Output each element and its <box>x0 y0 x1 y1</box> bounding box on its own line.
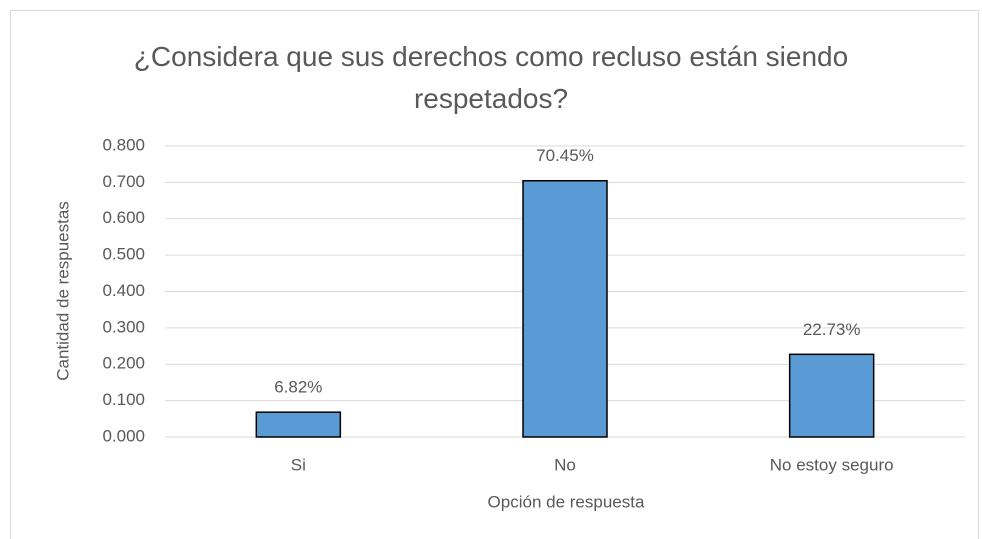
y-tick-label: 0.100 <box>102 390 145 409</box>
chart-border <box>10 10 979 539</box>
bar <box>255 411 342 438</box>
chart-title: ¿Considera que sus derechos como recluso… <box>133 41 849 114</box>
y-tick-label: 0.000 <box>102 426 145 445</box>
bar <box>788 353 875 438</box>
data-label: 70.45% <box>536 146 594 165</box>
data-label: 22.73% <box>803 320 861 339</box>
y-tick-label: 0.500 <box>102 245 145 264</box>
y-tick-label: 0.300 <box>102 317 145 336</box>
x-axis-label: Opción de respuesta <box>488 492 645 511</box>
y-tick-label: 0.400 <box>102 281 145 300</box>
y-axis-label: Cantidad de respuestas <box>53 201 72 381</box>
y-tick-label: 0.800 <box>102 135 145 154</box>
y-tick-label: 0.200 <box>102 354 145 373</box>
x-tick-label: No estoy seguro <box>770 455 894 474</box>
data-label: 6.82% <box>274 378 322 397</box>
x-tick-label: Si <box>291 455 306 474</box>
y-tick-label: 0.700 <box>102 172 145 191</box>
bar <box>522 179 608 438</box>
x-tick-label: No <box>554 455 576 474</box>
y-tick-label: 0.600 <box>102 208 145 227</box>
